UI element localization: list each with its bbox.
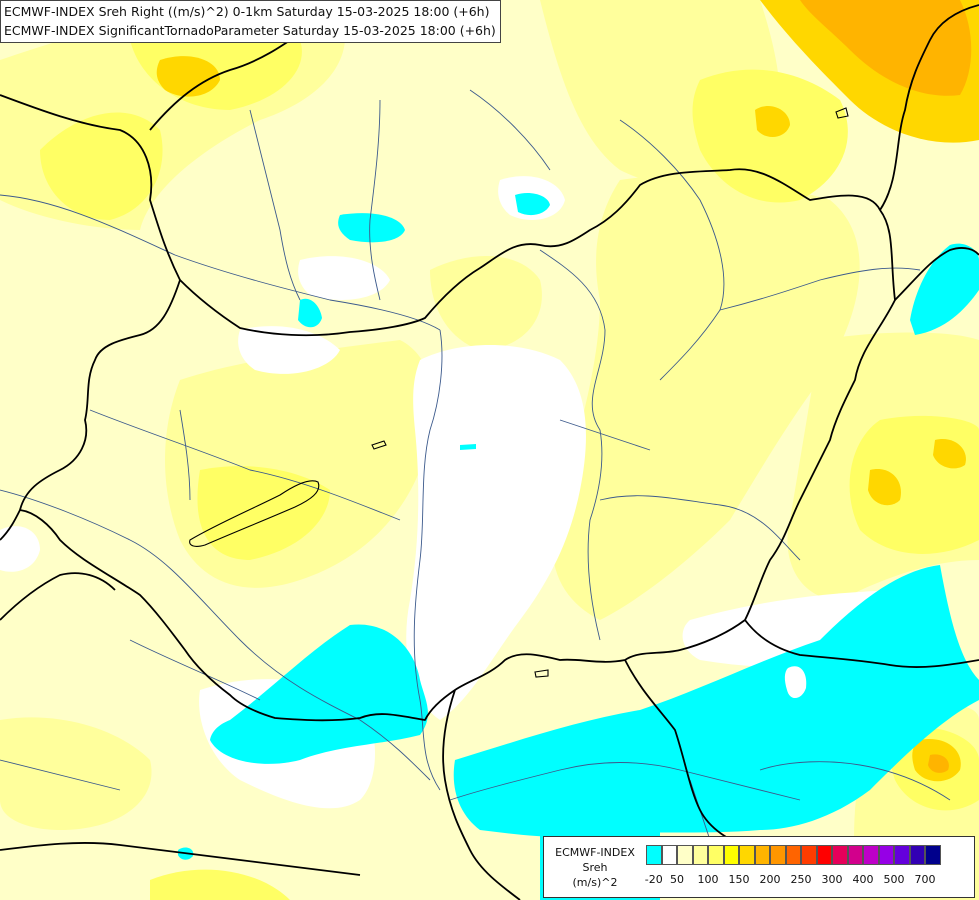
legend-swatch bbox=[646, 845, 662, 865]
legend-swatch bbox=[832, 845, 848, 865]
legend-swatch bbox=[925, 845, 941, 865]
legend-tick-label: 50 bbox=[670, 873, 684, 886]
color-legend: ECMWF-INDEX Sreh (m/s)^2 -20 50 100 150 200 2… bbox=[543, 836, 975, 898]
legend-title-unit: (m/s)^2 bbox=[572, 876, 618, 889]
legend-swatch bbox=[677, 845, 693, 865]
legend-swatch bbox=[785, 845, 801, 865]
legend-tick-labels: -20 50 100 150 200 250 300 400 500 700 bbox=[644, 873, 970, 889]
legend-swatch bbox=[816, 845, 832, 865]
legend-tick-label: 200 bbox=[759, 873, 781, 886]
legend-tick-label: -20 bbox=[644, 873, 663, 886]
border-hungary bbox=[19, 168, 896, 722]
lake-balaton bbox=[189, 480, 320, 547]
legend-tick-label: 400 bbox=[852, 873, 874, 886]
legend-swatch bbox=[770, 845, 786, 865]
legend-swatch bbox=[739, 845, 755, 865]
legend-title-parameter: Sreh bbox=[582, 861, 608, 874]
legend-tick-label: 100 bbox=[697, 873, 719, 886]
legend-tick-label: 300 bbox=[821, 873, 843, 886]
legend-tick-label: 700 bbox=[914, 873, 936, 886]
border-north bbox=[0, 94, 181, 281]
legend-swatch-bar bbox=[646, 845, 941, 865]
legend-swatch bbox=[909, 845, 925, 865]
legend-tick-label: 250 bbox=[790, 873, 812, 886]
legend-swatch bbox=[863, 845, 879, 865]
legend-tick-label: 500 bbox=[883, 873, 905, 886]
legend-swatch bbox=[723, 845, 739, 865]
lakes bbox=[189, 107, 849, 678]
legend-swatch bbox=[708, 845, 724, 865]
map-title-line-2: ECMWF-INDEX SignificantTornadoParameter … bbox=[4, 23, 496, 38]
legend-swatch bbox=[878, 845, 894, 865]
legend-title-source: ECMWF-INDEX bbox=[555, 846, 635, 859]
legend-swatch bbox=[661, 845, 677, 865]
legend-swatch bbox=[801, 845, 817, 865]
field-zone-150-250 bbox=[156, 0, 979, 782]
legend-swatch bbox=[754, 845, 770, 865]
legend-swatch bbox=[894, 845, 910, 865]
map-title-box: ECMWF-INDEX Sreh Right ((m/s)^2) 0-1km S… bbox=[0, 0, 501, 43]
map-title-line-1: ECMWF-INDEX Sreh Right ((m/s)^2) 0-1km S… bbox=[4, 4, 490, 19]
field-zone-white-hole bbox=[784, 666, 807, 699]
legend-swatch bbox=[692, 845, 708, 865]
legend-tick-label: 150 bbox=[728, 873, 750, 886]
legend-title: ECMWF-INDEX Sreh (m/s)^2 bbox=[548, 845, 642, 890]
legend-swatch bbox=[847, 845, 863, 865]
